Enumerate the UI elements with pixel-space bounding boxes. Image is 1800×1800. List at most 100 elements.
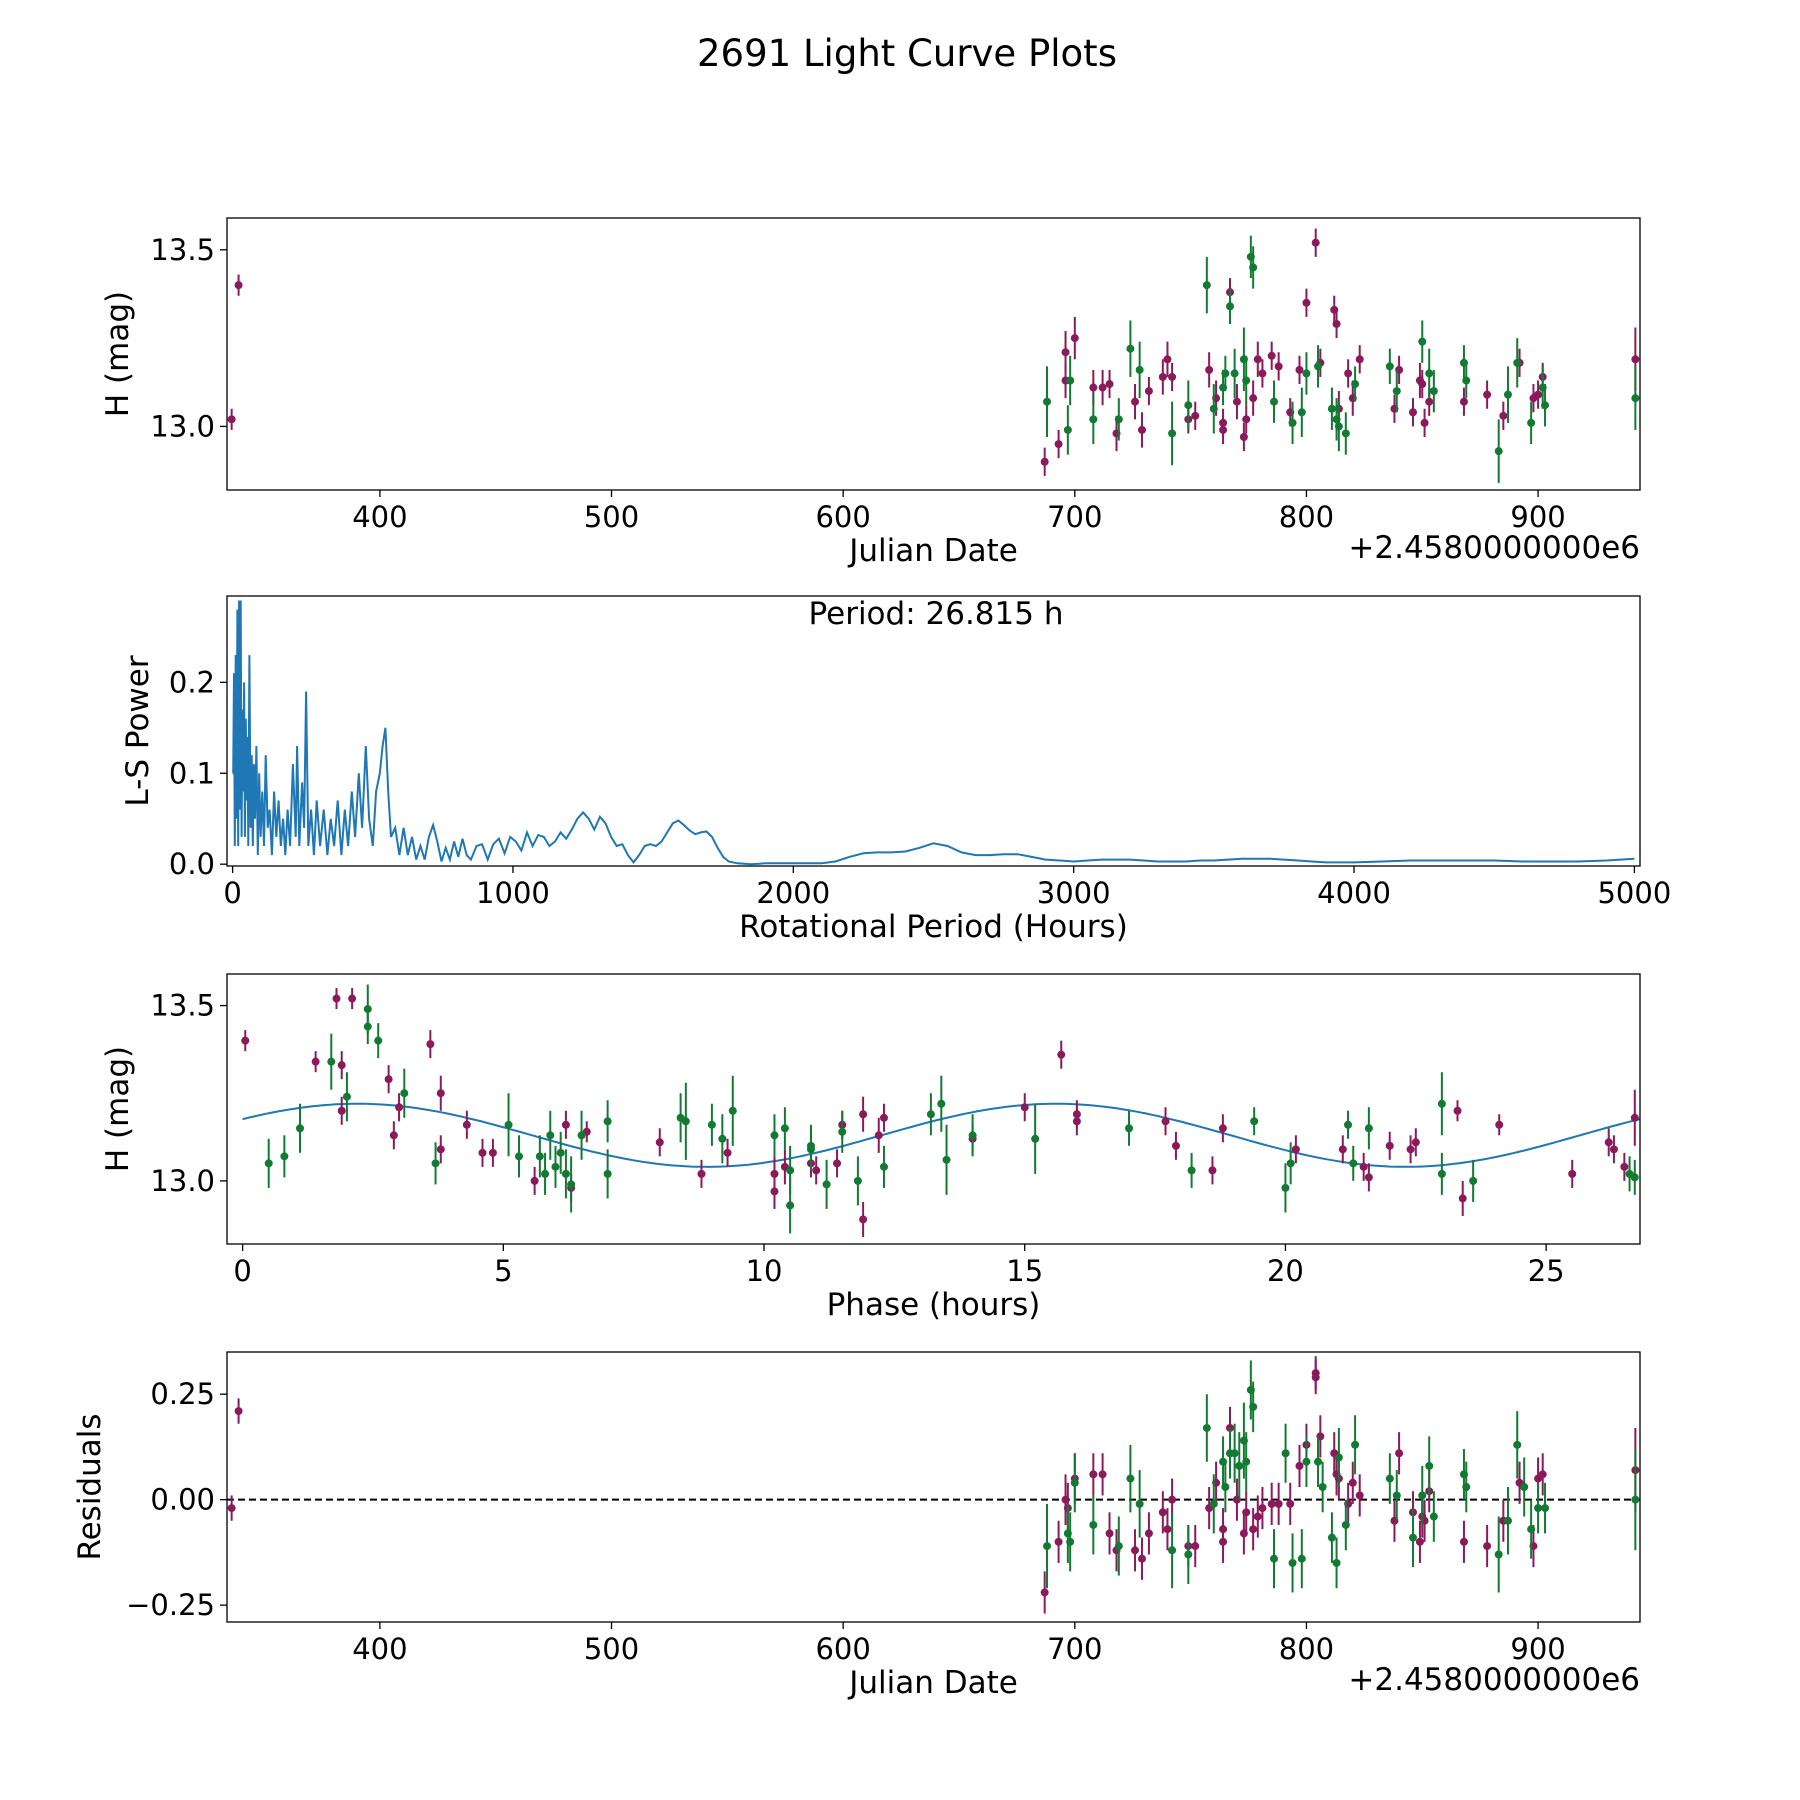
data-point bbox=[1302, 298, 1311, 307]
data-point bbox=[462, 1120, 471, 1129]
data-point bbox=[1311, 1369, 1320, 1378]
data-point bbox=[1302, 369, 1311, 378]
data-point bbox=[431, 1159, 440, 1168]
data-point bbox=[1031, 1134, 1040, 1143]
light-curve-panel: 400 500 600 700 800 900 13.0 13.5 Julian Date H (… bbox=[100, 217, 1641, 569]
data-point bbox=[1462, 376, 1471, 385]
data-point bbox=[1230, 369, 1239, 378]
data-point bbox=[1418, 1491, 1427, 1500]
data-point bbox=[1208, 1166, 1217, 1175]
data-point bbox=[1249, 263, 1258, 272]
data-point bbox=[1334, 1453, 1343, 1462]
data-point bbox=[1184, 401, 1193, 410]
data-point bbox=[337, 1061, 346, 1070]
data-point bbox=[1089, 415, 1098, 424]
data-point bbox=[1453, 1106, 1462, 1115]
y-tick-label: 13.5 bbox=[150, 233, 215, 267]
data-point bbox=[1483, 390, 1492, 399]
data-point bbox=[478, 1148, 487, 1157]
data-point bbox=[1221, 369, 1230, 378]
data-point bbox=[1137, 425, 1146, 434]
data-point bbox=[1144, 387, 1153, 396]
data-point bbox=[770, 1131, 779, 1140]
phase-series-purple bbox=[241, 988, 1639, 1237]
data-point bbox=[1311, 238, 1320, 247]
y-axis-label: L-S Power bbox=[120, 655, 156, 806]
data-point bbox=[1114, 1542, 1123, 1551]
data-point bbox=[859, 1110, 868, 1119]
data-point bbox=[1105, 1529, 1114, 1538]
data-point bbox=[1281, 1183, 1290, 1192]
y-tick-label: 0.2 bbox=[169, 665, 215, 699]
data-point bbox=[1242, 376, 1251, 385]
data-point bbox=[1494, 1550, 1503, 1559]
data-point bbox=[1040, 1588, 1049, 1597]
data-point bbox=[241, 1036, 250, 1045]
data-point bbox=[1513, 358, 1522, 367]
data-point bbox=[1239, 433, 1248, 442]
data-point bbox=[1630, 1173, 1639, 1182]
data-point bbox=[718, 1134, 727, 1143]
data-point bbox=[561, 1169, 570, 1178]
x-tick-label: 900 bbox=[1510, 1632, 1565, 1666]
data-point bbox=[1297, 1554, 1306, 1563]
data-point bbox=[1302, 1457, 1311, 1466]
data-point bbox=[1270, 1554, 1279, 1563]
data-point bbox=[1395, 1449, 1404, 1458]
data-point bbox=[1351, 1440, 1360, 1449]
x-tick-label: 400 bbox=[352, 500, 407, 534]
data-point bbox=[1249, 394, 1258, 403]
data-point bbox=[1359, 1162, 1368, 1171]
data-point bbox=[1043, 1542, 1052, 1551]
data-point bbox=[1202, 1423, 1211, 1432]
data-point bbox=[1040, 457, 1049, 466]
data-point bbox=[342, 1092, 351, 1101]
data-point bbox=[1072, 1117, 1081, 1126]
data-point bbox=[1385, 1141, 1394, 1150]
data-point bbox=[1332, 1558, 1341, 1567]
data-point bbox=[1459, 397, 1468, 406]
x-tick-label: 15 bbox=[1006, 1254, 1043, 1288]
lc-plot-area bbox=[227, 228, 1640, 483]
data-point bbox=[1163, 355, 1172, 364]
figure-title: 2691 Light Curve Plots bbox=[697, 32, 1117, 75]
data-point bbox=[1089, 1520, 1098, 1529]
data-point bbox=[681, 1117, 690, 1126]
data-point bbox=[1520, 1483, 1529, 1491]
data-point bbox=[1469, 1176, 1478, 1185]
data-point bbox=[1494, 447, 1503, 456]
data-point bbox=[1267, 1499, 1276, 1508]
data-point bbox=[1202, 281, 1211, 290]
x-axis-label: Phase (hours) bbox=[827, 1287, 1041, 1323]
x-tick-label: 3000 bbox=[1037, 876, 1111, 910]
data-point bbox=[833, 1159, 842, 1168]
x-tick-label: 500 bbox=[584, 500, 639, 534]
data-point bbox=[1168, 1495, 1177, 1504]
data-point bbox=[1604, 1138, 1613, 1147]
data-point bbox=[1191, 411, 1200, 420]
data-point bbox=[1219, 1537, 1228, 1546]
data-point bbox=[707, 1120, 716, 1129]
data-point bbox=[1534, 390, 1543, 399]
y-tick-label: 13.5 bbox=[150, 989, 215, 1023]
data-point bbox=[655, 1138, 664, 1147]
data-point bbox=[1355, 355, 1364, 364]
data-point bbox=[937, 1099, 946, 1108]
data-point bbox=[1620, 1162, 1629, 1171]
data-point bbox=[530, 1176, 539, 1185]
data-point bbox=[1411, 1138, 1420, 1147]
data-point bbox=[1429, 1512, 1438, 1521]
data-point bbox=[1630, 1113, 1639, 1122]
data-point bbox=[1258, 1504, 1267, 1513]
data-point bbox=[1191, 1542, 1200, 1551]
data-point bbox=[1221, 1483, 1230, 1491]
data-point bbox=[879, 1162, 888, 1171]
data-point bbox=[1286, 1499, 1295, 1508]
data-point bbox=[1281, 1449, 1290, 1458]
data-point bbox=[1114, 415, 1123, 424]
data-point bbox=[227, 415, 236, 424]
data-point bbox=[1168, 429, 1177, 438]
data-point bbox=[1332, 319, 1341, 328]
data-point bbox=[1184, 1550, 1193, 1559]
data-point bbox=[1327, 1533, 1336, 1542]
